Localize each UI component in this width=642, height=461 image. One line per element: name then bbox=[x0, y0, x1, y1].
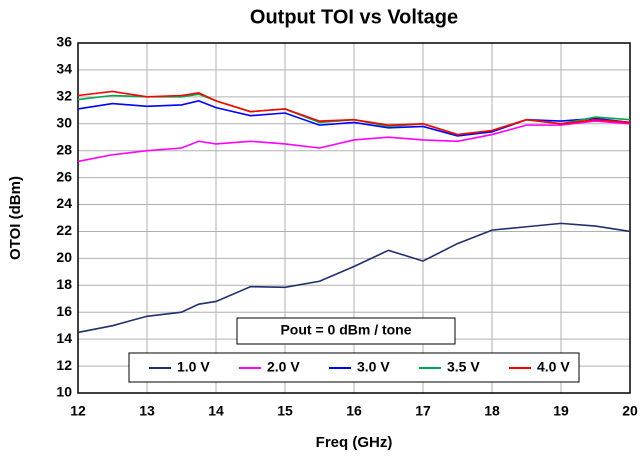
x-tick-label: 15 bbox=[277, 403, 293, 419]
y-tick-label: 22 bbox=[56, 222, 72, 238]
y-tick-label: 20 bbox=[56, 249, 72, 265]
y-tick-label: 34 bbox=[56, 61, 72, 77]
x-tick-label: 19 bbox=[553, 403, 569, 419]
legend-box bbox=[128, 352, 580, 383]
series-line bbox=[77, 120, 631, 163]
plot-frame bbox=[77, 42, 631, 394]
y-tick-label: 18 bbox=[56, 276, 72, 292]
series-line bbox=[77, 222, 631, 334]
y-tick-label: 36 bbox=[56, 34, 72, 50]
y-tick-label: 24 bbox=[56, 195, 72, 211]
x-tick-label: 17 bbox=[415, 403, 431, 419]
legend-label: 2.0 V bbox=[267, 359, 300, 375]
x-tick-label: 16 bbox=[346, 403, 362, 419]
x-tick-label: 14 bbox=[208, 403, 224, 419]
x-tick-label: 18 bbox=[484, 403, 500, 419]
legend-label: 1.0 V bbox=[177, 359, 210, 375]
y-tick-label: 26 bbox=[56, 168, 72, 184]
y-tick-label: 32 bbox=[56, 88, 72, 104]
y-tick-label: 12 bbox=[56, 357, 72, 373]
y-tick-label: 10 bbox=[56, 384, 72, 400]
legend-label: 4.0 V bbox=[537, 359, 570, 375]
y-tick-label: 28 bbox=[56, 141, 72, 157]
annotation-box bbox=[236, 317, 456, 345]
y-tick-label: 14 bbox=[56, 330, 72, 346]
series-line bbox=[77, 90, 631, 136]
x-tick-label: 20 bbox=[622, 403, 638, 419]
legend-label: 3.0 V bbox=[357, 359, 390, 375]
y-tick-label: 16 bbox=[56, 303, 72, 319]
y-tick-label: 30 bbox=[56, 114, 72, 130]
legend-label: 3.5 V bbox=[447, 359, 480, 375]
chart-title: Output TOI vs Voltage bbox=[250, 6, 458, 28]
y-axis-label: OTOI (dBm) bbox=[7, 176, 24, 260]
x-tick-label: 13 bbox=[139, 403, 155, 419]
x-tick-label: 12 bbox=[70, 403, 86, 419]
annotation: Pout = 0 dBm / tone bbox=[280, 322, 411, 338]
x-axis-label: Freq (GHz) bbox=[316, 434, 393, 451]
